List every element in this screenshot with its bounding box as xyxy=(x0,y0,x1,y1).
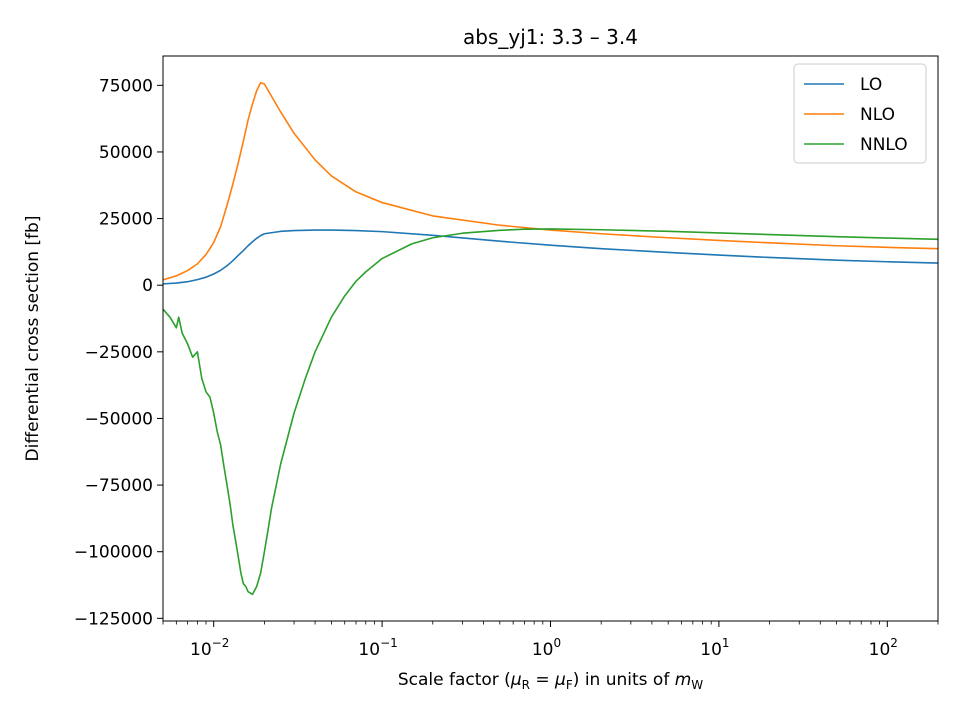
y-tick-label: −25000 xyxy=(85,343,153,363)
y-tick-label: 0 xyxy=(142,276,153,296)
y-tick-label: −100000 xyxy=(74,543,153,563)
axis-ticks: 75000 50000 25000 0 −25000 −50000 −75000 −10000… xyxy=(74,76,939,660)
y-tick-label: 25000 xyxy=(99,210,153,230)
legend-label-nlo: NLO xyxy=(860,105,895,125)
y-axis-label: Differential cross section [fb] xyxy=(23,216,43,462)
series-line-lo xyxy=(163,229,938,285)
y-tick-label: −50000 xyxy=(85,409,153,429)
series-line-nnlo xyxy=(163,228,938,596)
x-axis-label: Scale factor (μR = μF) in units of mW xyxy=(398,670,703,692)
legend-box xyxy=(793,63,927,164)
x-tick-label: 100 xyxy=(532,636,561,660)
legend-label-lo: LO xyxy=(860,75,882,95)
x-tick-label: 101 xyxy=(700,636,729,660)
x-tick-label: 102 xyxy=(869,636,898,660)
y-tick-label: −75000 xyxy=(85,476,153,496)
x-tick-label: 10−1 xyxy=(358,636,397,660)
plot-area xyxy=(163,81,938,596)
legend: LO NLO NNLO xyxy=(793,63,927,164)
series-line-nlo xyxy=(163,81,938,281)
legend-label-nnlo: NNLO xyxy=(860,135,908,155)
y-tick-label: 50000 xyxy=(99,143,153,163)
y-tick-label: −125000 xyxy=(74,609,153,629)
y-tick-label: 75000 xyxy=(99,76,153,96)
x-tick-label: 10−2 xyxy=(190,636,229,660)
chart-title: abs_yj1: 3.3 – 3.4 xyxy=(463,25,638,49)
